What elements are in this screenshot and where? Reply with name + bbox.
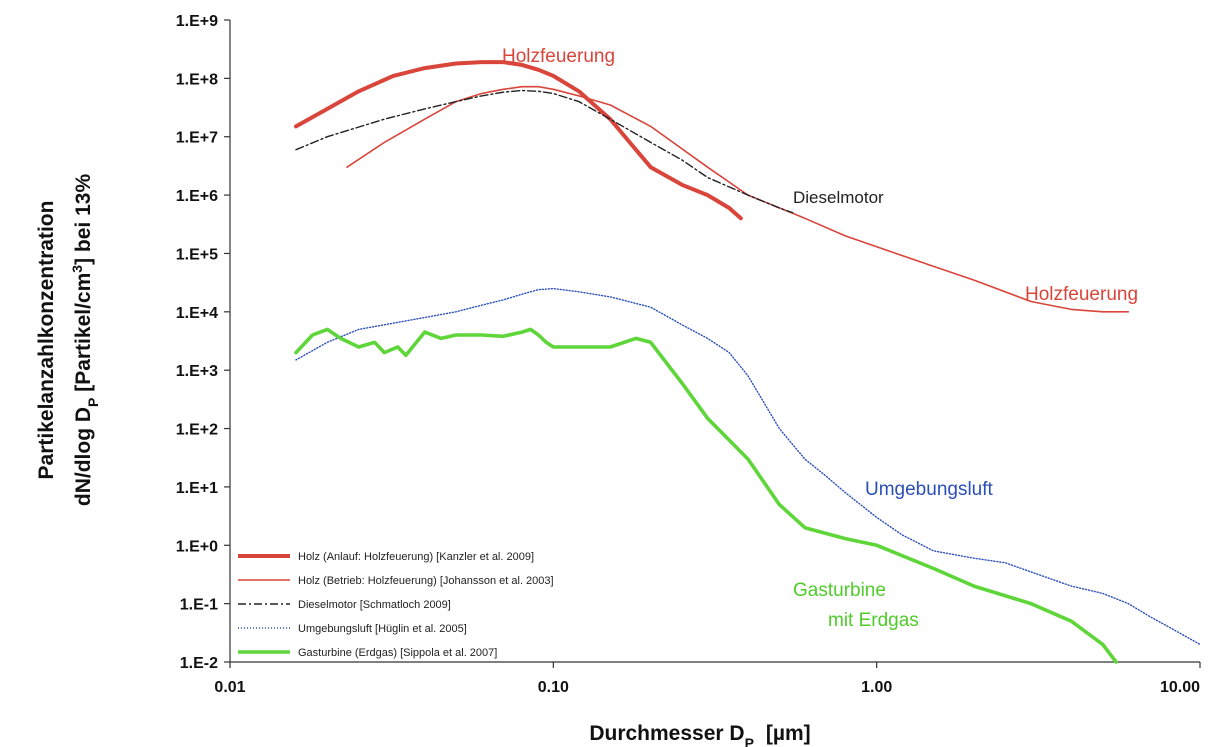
ylabel-sup: 3 bbox=[69, 265, 85, 273]
legend-item-umgebungsluft: Umgebungsluft [Hüglin et al. 2005] bbox=[238, 623, 467, 635]
series-line-diesel bbox=[295, 89, 794, 214]
annotation-umgebung: Umgebungsluft bbox=[865, 479, 994, 500]
annotation-holz-right: Holzfeuerung bbox=[1025, 284, 1138, 305]
x-axis-title-sub: P bbox=[745, 735, 754, 747]
y-tick-label: 1.E+8 bbox=[176, 71, 218, 88]
legend-label: Dieselmotor [Schmatloch 2009] bbox=[298, 599, 451, 611]
x-axis-title-unit: [µm] bbox=[766, 722, 811, 745]
x-axis-ticks: 0.01 0.10 1.00 10.00 bbox=[214, 662, 1201, 696]
ylabel-b: [Partikel/cm bbox=[72, 273, 95, 398]
y-tick-label: 1.E+2 bbox=[176, 422, 218, 439]
y-tick-label: 1.E-1 bbox=[180, 597, 218, 614]
series-line-gasturbine bbox=[294, 327, 1118, 664]
x-axis-title-main: Durchmesser D bbox=[589, 722, 744, 745]
annotation-gasturbine-2: mit Erdgas bbox=[828, 610, 919, 631]
y-tick-label: 1.E-2 bbox=[180, 655, 218, 672]
annotation-gasturbine-1: Gasturbine bbox=[793, 580, 886, 601]
y-axis-title-line1: Partikelanzahlkonzentration bbox=[35, 201, 58, 480]
series-line-umgebungsluft bbox=[295, 287, 1201, 646]
annotation-holz-top: Holzfeuerung bbox=[502, 46, 615, 67]
annotation-diesel: Dieselmotor bbox=[793, 188, 884, 207]
y-tick-label: 1.E+0 bbox=[176, 538, 218, 555]
legend-label: Gasturbine (Erdgas) [Sippola et al. 2007… bbox=[298, 647, 497, 659]
y-tick-label: 1.E+4 bbox=[176, 305, 218, 322]
y-axis-title-2: dN/dlog DP [Partikel/cm3] bei 13% bbox=[69, 174, 101, 507]
y-tick-label: 1.E+7 bbox=[176, 130, 218, 147]
legend-label: Holz (Anlauf: Holzfeuerung) [Kanzler et … bbox=[298, 551, 534, 563]
y-tick-label: 1.E+3 bbox=[176, 363, 218, 380]
y-tick-label: 1.E+5 bbox=[176, 246, 218, 263]
x-tick-label: 0.10 bbox=[538, 679, 569, 696]
legend-item-holz-betrieb: Holz (Betrieb: Holzfeuerung) [Johansson … bbox=[238, 575, 554, 587]
legend-label: Holz (Betrieb: Holzfeuerung) [Johansson … bbox=[298, 575, 554, 587]
ylabel-a: dN/dlog D bbox=[72, 407, 95, 506]
legend-item-holz-anlauf: Holz (Anlauf: Holzfeuerung) [Kanzler et … bbox=[238, 551, 534, 563]
y-tick-label: 1.E+1 bbox=[176, 480, 218, 497]
series-line-holz_betrieb bbox=[346, 85, 1130, 313]
ylabel-c: ] bei 13% bbox=[72, 174, 95, 265]
y-axis-title: Partikelanzahlkonzentration bbox=[35, 201, 58, 480]
legend-item-diesel: Dieselmotor [Schmatloch 2009] bbox=[238, 599, 451, 611]
series-lines bbox=[294, 60, 1201, 664]
y-tick-label: 1.E+9 bbox=[176, 13, 218, 30]
series-line-holz_anlauf bbox=[294, 60, 743, 221]
x-tick-label: 10.00 bbox=[1160, 679, 1200, 696]
x-tick-label: 1.00 bbox=[861, 679, 892, 696]
legend-label: Umgebungsluft [Hüglin et al. 2005] bbox=[298, 623, 467, 635]
legend-item-gasturbine: Gasturbine (Erdgas) [Sippola et al. 2007… bbox=[238, 647, 497, 659]
x-tick-label: 0.01 bbox=[214, 679, 245, 696]
x-axis-title: Durchmesser DP [µm] bbox=[589, 722, 810, 747]
y-axis-ticks: 1.E+9 1.E+8 1.E+7 1.E+6 1.E+5 1.E+4 1.E+3 1.E+2… bbox=[176, 13, 230, 672]
ylabel-sub: P bbox=[85, 398, 101, 407]
y-axis-title-line2: dN/dlog DP [Partikel/cm3] bei 13% bbox=[69, 174, 101, 507]
y-tick-label: 1.E+6 bbox=[176, 188, 218, 205]
legend: Holz (Anlauf: Holzfeuerung) [Kanzler et … bbox=[238, 551, 554, 659]
